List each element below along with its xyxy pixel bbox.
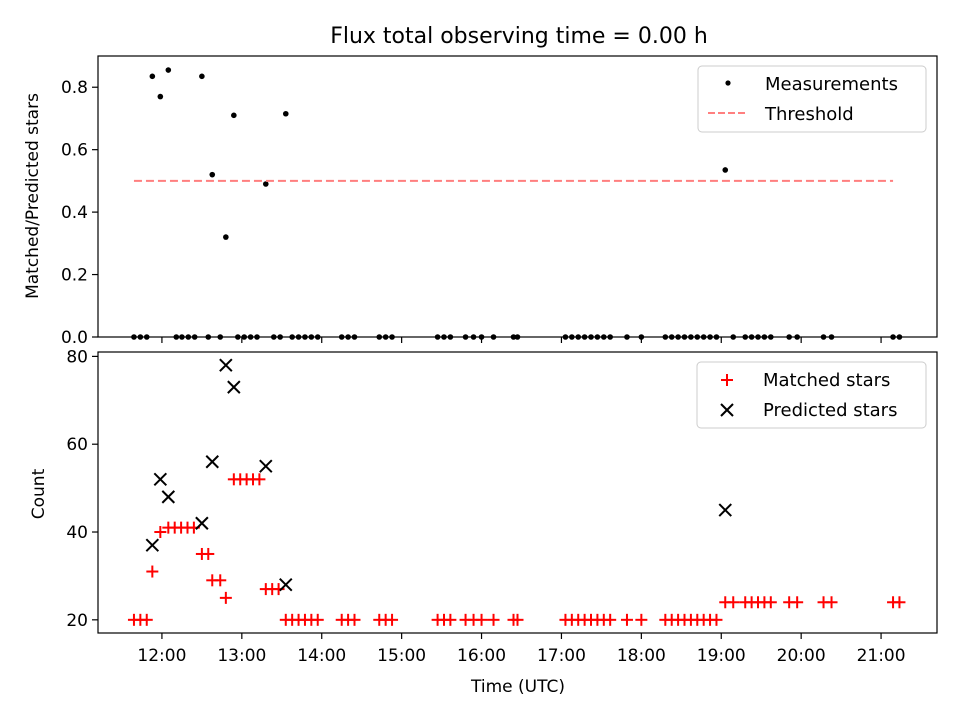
measurement-point: [231, 112, 237, 119]
matched-point: [710, 613, 723, 626]
top-y-tick-label: 0.8: [61, 78, 88, 98]
matched-point: [825, 596, 838, 609]
chart-title: Flux total observing time = 0.00 h: [330, 24, 708, 49]
top-y-tick-label: 0.2: [61, 266, 88, 286]
predicted-point: [279, 577, 293, 592]
matched-point: [140, 613, 153, 626]
matched-point: [219, 591, 232, 604]
matched-point: [791, 596, 804, 609]
matched-point: [202, 547, 215, 560]
measurement-point: [722, 167, 729, 173]
x-tick-label: 19:00: [697, 646, 746, 666]
bottom-y-tick-label: 20: [66, 611, 88, 631]
bottom-series-predicted-stars: [145, 358, 732, 592]
predicted-point: [227, 380, 241, 394]
top-y-tick-label: 0.0: [61, 328, 88, 348]
measurement-point: [157, 93, 164, 100]
legend-threshold-label: Threshold: [764, 104, 854, 125]
matched-point: [635, 613, 648, 626]
measurement-point: [149, 73, 156, 80]
predicted-point: [259, 459, 273, 473]
matched-point: [511, 613, 524, 626]
x-tick-label: 13:00: [217, 646, 266, 666]
bottom-series-matched-stars: [127, 473, 906, 626]
predicted-point: [195, 516, 209, 530]
x-tick-label: 16:00: [457, 646, 506, 666]
top-y-tick-label: 0.4: [61, 203, 88, 223]
matched-point: [487, 613, 500, 626]
x-axis-label: Time (UTC): [470, 677, 565, 697]
top-legend-box: [697, 65, 927, 133]
matched-point: [146, 565, 159, 578]
x-tick-label: 14:00: [297, 646, 346, 666]
matched-point: [386, 613, 399, 626]
legend-measurements-marker: [725, 80, 731, 86]
bottom-y-axis-label: Count: [29, 468, 49, 519]
bottom-plot-frame: [97, 351, 938, 634]
x-tick-label: 20:00: [777, 646, 826, 666]
legend-matched-label: Matched stars: [763, 370, 890, 391]
matched-point: [727, 596, 740, 609]
measurement-point: [223, 234, 229, 240]
predicted-point: [219, 358, 233, 372]
matched-point: [893, 596, 906, 609]
predicted-point: [161, 490, 176, 504]
legend-predicted-marker: [720, 403, 734, 417]
matched-point: [154, 526, 167, 539]
matched-point: [764, 596, 777, 609]
measurement-point: [199, 73, 205, 80]
top-panel: 0.0 0.2 0.4 0.6 0.8: [61, 55, 938, 348]
legend-measurements-label: Measurements: [765, 74, 898, 95]
x-tick-label: 15:00: [377, 646, 426, 666]
matched-point: [620, 613, 633, 626]
top-y-tick-label: 0.6: [61, 141, 88, 161]
matched-point: [214, 574, 227, 587]
bottom-legend-box: [696, 361, 927, 429]
matched-point: [311, 613, 324, 626]
matched-point: [253, 473, 266, 486]
top-legend: Measurements Threshold: [697, 65, 927, 133]
bottom-legend: Matched stars Predicted stars: [696, 361, 927, 429]
measurement-point: [165, 67, 172, 73]
measurement-point: [263, 181, 269, 187]
measurement-point: [282, 110, 289, 117]
matched-point: [475, 613, 488, 626]
matched-point: [604, 613, 617, 626]
top-plot-frame: [97, 55, 938, 338]
matched-point: [348, 613, 361, 626]
x-tick-label: 12:00: [137, 646, 186, 666]
x-tick-label: 17:00: [537, 646, 586, 666]
bottom-y-tick-label: 40: [66, 523, 88, 543]
bottom-y-tick-label: 60: [66, 435, 88, 455]
predicted-point: [205, 455, 219, 469]
legend-matched-marker: [721, 374, 733, 386]
predicted-point: [153, 472, 168, 487]
predicted-point: [145, 538, 160, 552]
x-tick-label: 18:00: [617, 646, 666, 666]
top-y-axis-label: Matched/Predicted stars: [23, 93, 43, 299]
legend-predicted-label: Predicted stars: [763, 400, 897, 421]
bottom-y-tick-label: 80: [66, 347, 88, 367]
bottom-panel: 20 40 60 80 12:00 13:00 14:00 15:00 16:00 17:00 18…: [66, 347, 938, 666]
measurement-point: [209, 171, 216, 178]
matched-point: [444, 613, 457, 626]
predicted-point: [718, 503, 732, 517]
x-tick-label: 21:00: [857, 646, 906, 666]
